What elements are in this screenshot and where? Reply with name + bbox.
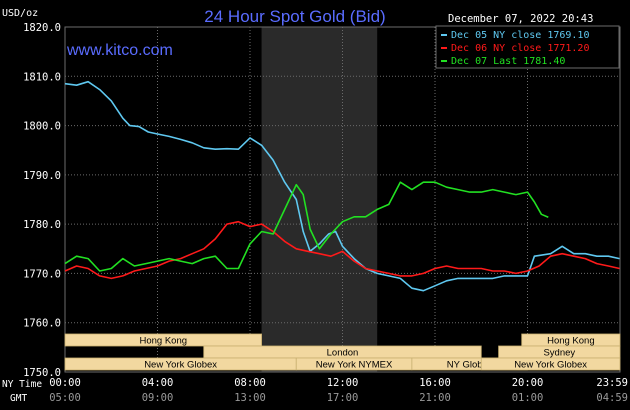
x-tick-1: 04:00: [142, 377, 174, 389]
plot-frame: [64, 26, 621, 373]
series-lines: [64, 80, 620, 292]
ny-time-label: NY Time: [2, 379, 42, 390]
x-tick-6: 23:59: [596, 377, 628, 389]
series-line-1: [64, 220, 620, 280]
legend-entry-0: Dec 05 NY close 1769.10: [451, 30, 589, 41]
session-label-6: Sydney: [543, 348, 575, 359]
session-band-7: [480, 357, 621, 371]
session-label-5: Hong Kong: [547, 336, 595, 347]
gmt-tick-5: 01:00: [512, 392, 544, 404]
gmt-label: GMT: [10, 393, 27, 404]
unit-label: USD/oz: [2, 8, 38, 19]
legend: Dec 05 NY close 1769.10 Dec 06 NY close 1…: [441, 30, 589, 67]
session-band-0: [64, 333, 262, 347]
x-tick-4: 16:00: [419, 377, 451, 389]
site-watermark: www.kitco.com: [66, 42, 173, 59]
y-tick-4: 1790.0: [23, 170, 61, 182]
session-bands: Hong Kong London New York Globex New York N…: [64, 333, 621, 371]
legend-entry-1: Dec 06 NY close 1771.20: [451, 43, 589, 54]
y-tick-5: 1800.0: [23, 121, 61, 133]
session-label-0: Hong Kong: [140, 336, 188, 347]
gmt-tick-2: 13:00: [234, 392, 266, 404]
session-label-4: NY Globex: [447, 360, 493, 371]
gmt-tick-1: 09:00: [142, 392, 174, 404]
legend-box: [435, 25, 620, 69]
night-session-shade: [261, 27, 378, 372]
chart-title: 24 Hour Spot Gold (Bid): [204, 7, 385, 26]
y-tick-1: 1760.0: [23, 318, 61, 330]
x-tick-labels: 00:00 05:00 04:00 09:00 08:00 13:00 12:00 17:00…: [49, 377, 628, 404]
x-tick-3: 12:00: [327, 377, 359, 389]
date-label: December 07, 2022 20:43: [448, 13, 593, 25]
session-label-3: New York NYMEX: [316, 360, 393, 371]
x-tick-0: 00:00: [49, 377, 81, 389]
y-tick-7: 1820.0: [23, 22, 61, 34]
session-label-7: New York Globex: [514, 360, 587, 371]
series-line-2: [64, 181, 549, 272]
y-tick-labels: 1750.0 1760.0 1770.0 1780.0 1790.0 1800.0 1810…: [23, 22, 61, 379]
x-tick-2: 08:00: [234, 377, 266, 389]
y-tick-0: 1750.0: [23, 367, 61, 379]
session-label-1: London: [327, 348, 359, 359]
session-label-2: New York Globex: [144, 360, 217, 371]
y-tick-6: 1810.0: [23, 71, 61, 83]
gmt-tick-4: 21:00: [419, 392, 451, 404]
gmt-tick-6: 04:59: [596, 392, 628, 404]
y-tick-2: 1770.0: [23, 268, 61, 280]
gmt-tick-3: 17:00: [327, 392, 359, 404]
x-tick-5: 20:00: [512, 377, 544, 389]
gmt-tick-0: 05:00: [49, 392, 81, 404]
legend-entry-2: Dec 07 Last 1781.40: [451, 56, 565, 67]
y-tick-3: 1780.0: [23, 219, 61, 231]
